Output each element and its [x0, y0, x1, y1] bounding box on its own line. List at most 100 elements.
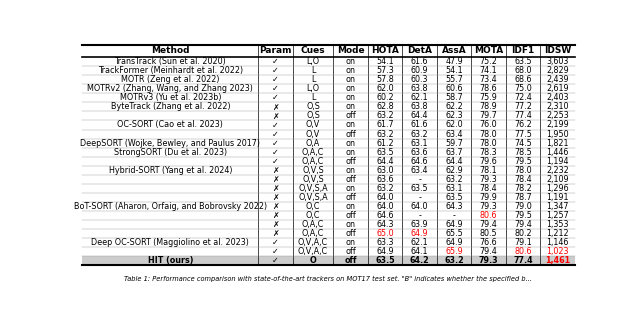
Text: 79.4: 79.4 [480, 247, 497, 256]
Text: 1,353: 1,353 [547, 220, 569, 229]
Text: 80.6: 80.6 [515, 247, 532, 256]
Text: 77.2: 77.2 [515, 102, 532, 111]
Text: 2,403: 2,403 [547, 93, 569, 102]
Text: 62.3: 62.3 [445, 111, 463, 120]
Text: off: off [345, 130, 356, 139]
Text: 1,257: 1,257 [547, 211, 569, 220]
Bar [83, 93, 575, 102]
Text: Mode: Mode [337, 46, 364, 55]
Text: 63.5: 63.5 [411, 184, 428, 193]
Text: 64.3: 64.3 [445, 202, 463, 211]
Text: 78.6: 78.6 [480, 84, 497, 93]
Text: ✗: ✗ [272, 193, 279, 202]
Text: 61.6: 61.6 [411, 121, 428, 130]
Text: 3,603: 3,603 [547, 57, 569, 66]
Text: 61.6: 61.6 [411, 57, 428, 66]
Text: off: off [345, 229, 356, 238]
Text: 76.6: 76.6 [480, 238, 497, 247]
Text: ✓: ✓ [272, 57, 279, 66]
Text: 77.4: 77.4 [515, 111, 532, 120]
Text: on: on [346, 139, 355, 148]
Text: 54.1: 54.1 [376, 57, 394, 66]
Text: 80.2: 80.2 [515, 229, 532, 238]
Text: on: on [346, 102, 355, 111]
Bar [83, 84, 575, 93]
Text: 63.9: 63.9 [411, 220, 428, 229]
Text: -: - [418, 193, 421, 202]
Text: 65.5: 65.5 [445, 229, 463, 238]
Text: 64.9: 64.9 [445, 220, 463, 229]
Text: StrongSORT (Du et al. 2023): StrongSORT (Du et al. 2023) [114, 148, 227, 156]
Text: 57.8: 57.8 [376, 75, 394, 84]
Text: 78.9: 78.9 [480, 102, 497, 111]
Text: 80.5: 80.5 [480, 229, 497, 238]
Text: ✗: ✗ [272, 111, 279, 120]
Text: 76.0: 76.0 [480, 121, 497, 130]
Text: 60.9: 60.9 [411, 66, 428, 75]
Bar [83, 229, 575, 238]
Text: 60.2: 60.2 [376, 93, 394, 102]
Text: 63.4: 63.4 [411, 166, 428, 175]
Text: 79.3: 79.3 [480, 202, 497, 211]
Text: ✓: ✓ [272, 247, 279, 256]
Text: 79.9: 79.9 [480, 193, 497, 202]
Text: HIT (ours): HIT (ours) [148, 256, 193, 265]
Text: O,V,S,A: O,V,S,A [298, 184, 328, 193]
Text: 64.0: 64.0 [376, 202, 394, 211]
Text: on: on [346, 202, 355, 211]
Text: 79.5: 79.5 [515, 211, 532, 220]
Text: 64.6: 64.6 [411, 157, 428, 166]
Text: O,A,C: O,A,C [302, 220, 324, 229]
Text: 78.5: 78.5 [515, 148, 532, 156]
Text: 1,023: 1,023 [547, 247, 569, 256]
Text: 60.6: 60.6 [445, 84, 463, 93]
Text: on: on [346, 57, 355, 66]
Text: ✗: ✗ [272, 184, 279, 193]
Bar [83, 44, 575, 57]
Text: O,V,S: O,V,S [302, 166, 324, 175]
Text: 64.9: 64.9 [445, 238, 463, 247]
Text: O,V: O,V [306, 130, 320, 139]
Text: 65.9: 65.9 [445, 247, 463, 256]
Text: off: off [345, 247, 356, 256]
Text: 62.0: 62.0 [445, 121, 463, 130]
Text: 2,109: 2,109 [547, 175, 569, 184]
Text: O,V,A,C: O,V,A,C [298, 238, 328, 247]
Text: on: on [346, 93, 355, 102]
Text: O,A,C: O,A,C [302, 229, 324, 238]
Text: 1,821: 1,821 [547, 139, 569, 148]
Text: on: on [346, 148, 355, 156]
Text: on: on [346, 121, 355, 130]
Text: 68.6: 68.6 [515, 75, 532, 84]
Text: 62.2: 62.2 [445, 102, 463, 111]
Text: L: L [311, 66, 315, 75]
Text: 64.6: 64.6 [376, 211, 394, 220]
Text: O,C: O,C [306, 202, 320, 211]
Text: L: L [311, 75, 315, 84]
Bar [83, 256, 575, 265]
Text: ✗: ✗ [272, 229, 279, 238]
Text: 78.0: 78.0 [480, 130, 497, 139]
Text: 62.8: 62.8 [376, 102, 394, 111]
Text: on: on [346, 184, 355, 193]
Text: 77.4: 77.4 [513, 256, 533, 265]
Text: 64.3: 64.3 [376, 220, 394, 229]
Text: ✓: ✓ [272, 75, 279, 84]
Text: L: L [311, 93, 315, 102]
Text: 63.8: 63.8 [411, 84, 428, 93]
Text: -: - [418, 211, 421, 220]
Bar [83, 193, 575, 202]
Text: 63.2: 63.2 [376, 130, 394, 139]
Text: O,S: O,S [306, 111, 320, 120]
Text: MOTR (Zeng et al. 2022): MOTR (Zeng et al. 2022) [121, 75, 220, 84]
Bar [83, 66, 575, 75]
Text: 63.5: 63.5 [445, 193, 463, 202]
Text: IDSW: IDSW [544, 46, 572, 55]
Bar [83, 166, 575, 175]
Text: 63.2: 63.2 [445, 175, 463, 184]
Text: 63.5: 63.5 [376, 148, 394, 156]
Text: ✗: ✗ [272, 202, 279, 211]
Text: 79.3: 79.3 [479, 256, 499, 265]
Text: MOTA: MOTA [474, 46, 503, 55]
Text: ✗: ✗ [272, 220, 279, 229]
